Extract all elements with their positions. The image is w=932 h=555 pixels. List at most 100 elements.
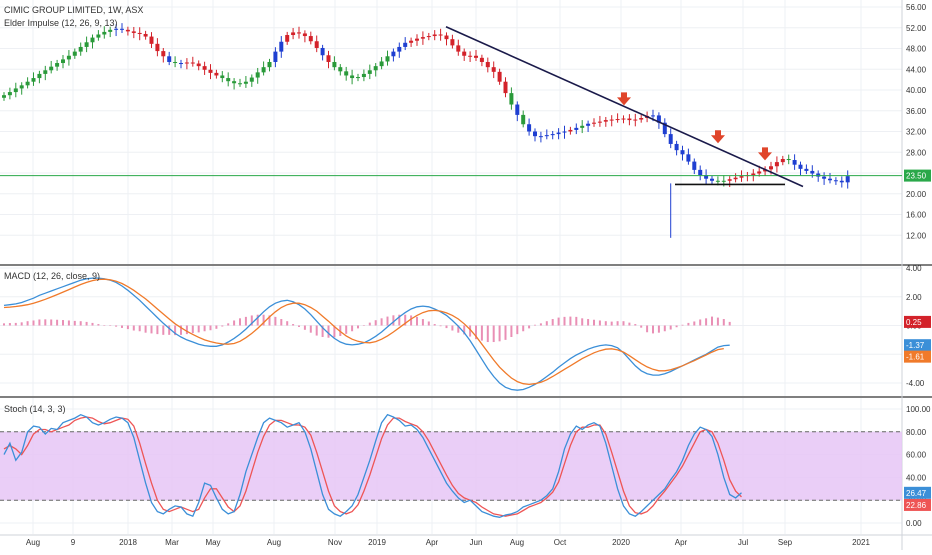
- histogram-bar: [357, 325, 359, 329]
- candle-body: [190, 62, 195, 64]
- candle-body: [822, 176, 827, 179]
- histogram-bar: [44, 319, 47, 326]
- candle-body: [574, 127, 579, 130]
- candle-body: [173, 61, 178, 64]
- candle-body: [692, 161, 697, 170]
- y-tick-label: -4.00: [906, 379, 925, 388]
- candle-body: [102, 31, 107, 35]
- histogram-bar: [250, 315, 253, 326]
- histogram-bar: [722, 319, 725, 326]
- y-tick-label: 44.00: [906, 65, 927, 74]
- y-tick-label: 32.00: [906, 128, 927, 137]
- histogram-bar: [374, 320, 377, 326]
- histogram-bar: [185, 325, 188, 335]
- histogram-bar: [144, 325, 147, 333]
- histogram-bar: [115, 325, 118, 327]
- candle-body: [261, 67, 266, 73]
- histogram-bar: [598, 320, 601, 326]
- histogram-bar: [274, 316, 277, 326]
- candle-body: [314, 41, 319, 48]
- candle-body: [43, 70, 48, 74]
- x-tick-label: Aug: [510, 538, 524, 547]
- x-tick-label: 9: [71, 538, 76, 547]
- x-tick-label: Aug: [267, 538, 281, 547]
- candle-body: [845, 176, 850, 183]
- x-tick-label: 2018: [119, 538, 137, 547]
- histogram-bar: [8, 323, 11, 326]
- candle-body: [521, 114, 526, 125]
- histogram-bar: [398, 314, 401, 326]
- histogram-bar: [587, 319, 590, 326]
- candle-body: [409, 40, 414, 43]
- histogram-bar: [392, 315, 395, 326]
- y-tick-label: 20.00: [906, 190, 927, 199]
- macd-line: [3, 277, 730, 391]
- macd-value-badge: -1.37: [906, 341, 925, 350]
- histogram-bar: [20, 322, 23, 326]
- histogram-bar: [126, 325, 129, 330]
- candles: [2, 23, 850, 238]
- histogram-bar: [162, 325, 165, 335]
- histogram-bar: [687, 322, 690, 326]
- y-tick-label: 28.00: [906, 148, 927, 157]
- candle-body: [243, 81, 248, 84]
- candle-body: [810, 170, 815, 174]
- candle-body: [828, 178, 832, 181]
- candle-body: [774, 162, 779, 167]
- candle-body: [615, 119, 620, 121]
- histogram-bar: [286, 321, 289, 326]
- histogram-bar: [256, 314, 259, 326]
- candle-body: [179, 63, 183, 65]
- candle-body: [78, 46, 83, 52]
- down-arrow-marker: [617, 92, 631, 106]
- histogram-bar: [227, 323, 230, 326]
- candle-body: [763, 169, 768, 172]
- down-arrow-marker: [758, 147, 772, 161]
- histogram-bar: [315, 325, 318, 336]
- histogram-bar: [386, 316, 389, 326]
- candle-body: [556, 132, 561, 135]
- candle-body: [61, 59, 65, 64]
- candle-body: [184, 62, 189, 64]
- histogram-bar: [138, 325, 141, 332]
- candle-body: [739, 176, 744, 178]
- candle-body: [149, 36, 154, 44]
- macd-title: MACD (12, 26, close, 9): [4, 271, 101, 281]
- histogram-bar: [640, 325, 643, 328]
- candle-body: [450, 39, 455, 46]
- histogram-bar: [421, 319, 424, 326]
- histogram-bar: [534, 324, 536, 326]
- candle-body: [90, 37, 95, 43]
- x-tick-label: Sep: [778, 538, 793, 547]
- histogram-bar: [634, 324, 637, 326]
- candle-body: [662, 122, 667, 135]
- candle-body: [497, 71, 502, 82]
- candle-body: [550, 134, 555, 136]
- candle-body: [361, 73, 366, 78]
- histogram-bar: [657, 325, 660, 333]
- histogram-bar: [121, 325, 123, 328]
- histogram-bar: [628, 322, 631, 326]
- signal-value-badge: -1.61: [906, 353, 925, 362]
- candle-body: [291, 32, 296, 36]
- histogram-bar: [457, 325, 460, 333]
- candle-body: [344, 71, 349, 76]
- y-tick-label: 12.00: [906, 231, 927, 240]
- stoch-d-badge: 22.86: [906, 501, 927, 510]
- candle-body: [704, 175, 709, 179]
- histogram-bar: [616, 321, 619, 326]
- histogram-bar: [351, 325, 354, 332]
- histogram-bar: [728, 321, 731, 326]
- histogram-bar: [439, 325, 442, 327]
- histogram-bar: [563, 316, 566, 326]
- signal-line: [3, 278, 724, 386]
- candle-body: [320, 47, 325, 56]
- histogram-bar: [321, 325, 324, 337]
- study-title: Elder Impulse (12, 26, 9, 13): [4, 18, 118, 28]
- candle-body: [208, 69, 213, 73]
- candle-body: [397, 46, 402, 52]
- candle-body: [432, 34, 437, 37]
- candle-body: [509, 93, 514, 105]
- histogram-bar: [581, 318, 584, 326]
